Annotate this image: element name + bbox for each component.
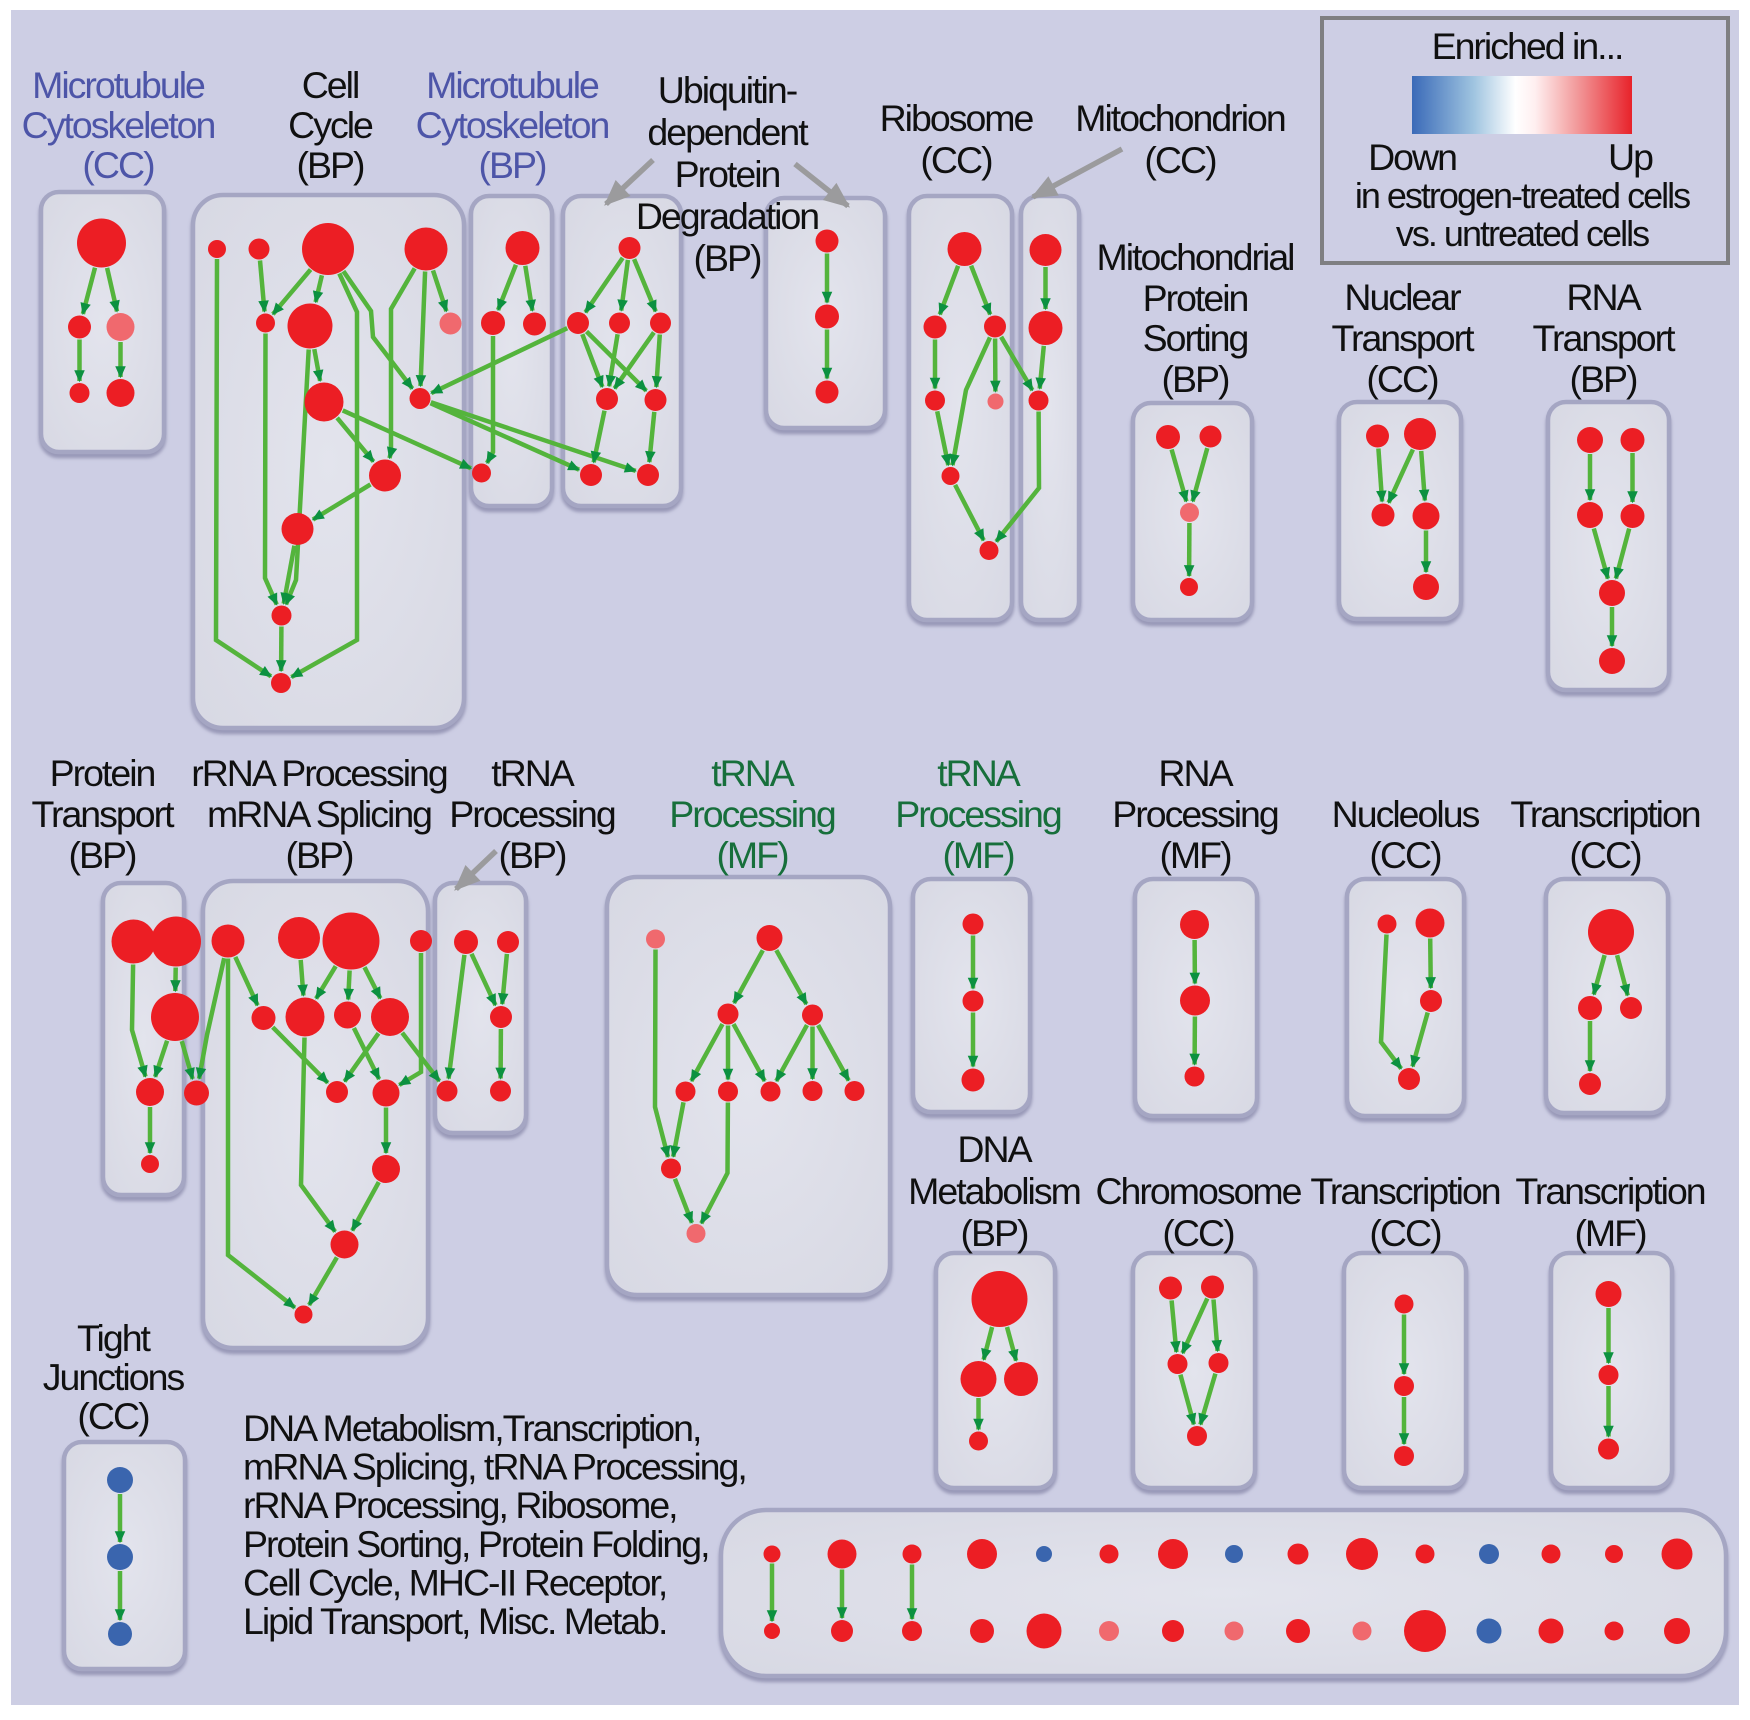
svg-text:mRNA Splicing, tRNA Processing: mRNA Splicing, tRNA Processing, <box>243 1446 746 1488</box>
svg-text:(CC): (CC) <box>1366 358 1438 400</box>
svg-text:(CC): (CC) <box>920 139 992 181</box>
svg-text:(CC): (CC) <box>1162 1212 1234 1254</box>
svg-text:rRNA Processing: rRNA Processing <box>191 752 447 794</box>
svg-text:(MF): (MF) <box>716 834 788 876</box>
svg-text:Up: Up <box>1608 136 1653 178</box>
svg-text:DNA: DNA <box>957 1128 1032 1170</box>
svg-text:DNA Metabolism,Transcription,: DNA Metabolism,Transcription, <box>243 1407 700 1449</box>
svg-text:Cell: Cell <box>302 64 359 106</box>
svg-text:Sorting: Sorting <box>1143 317 1248 359</box>
svg-text:(MF): (MF) <box>942 834 1014 876</box>
svg-text:Enriched in...: Enriched in... <box>1432 25 1623 67</box>
svg-text:mRNA Splicing: mRNA Splicing <box>207 793 431 835</box>
svg-text:(BP): (BP) <box>1162 358 1230 400</box>
svg-text:RNA: RNA <box>1566 276 1641 318</box>
svg-text:RNA: RNA <box>1158 752 1233 794</box>
svg-text:Degradation: Degradation <box>636 195 818 237</box>
svg-text:Cytoskeleton: Cytoskeleton <box>416 104 609 146</box>
svg-text:Transport: Transport <box>31 793 175 835</box>
svg-text:(CC): (CC) <box>1569 834 1641 876</box>
svg-text:Processing: Processing <box>449 793 615 835</box>
svg-text:Transport: Transport <box>1532 317 1676 359</box>
svg-text:Protein Sorting, Protein Foldi: Protein Sorting, Protein Folding, <box>243 1523 709 1565</box>
svg-text:Protein: Protein <box>675 153 780 195</box>
svg-text:(BP): (BP) <box>69 834 137 876</box>
svg-text:Ubiquitin-: Ubiquitin- <box>658 69 797 111</box>
svg-text:Cytoskeleton: Cytoskeleton <box>22 104 215 146</box>
svg-text:Chromosome: Chromosome <box>1095 1170 1301 1212</box>
svg-text:rRNA Processing, Ribosome,: rRNA Processing, Ribosome, <box>243 1484 677 1526</box>
svg-text:Microtubule: Microtubule <box>426 64 599 106</box>
svg-text:(CC): (CC) <box>1369 1212 1441 1254</box>
svg-text:(MF): (MF) <box>1159 834 1231 876</box>
svg-text:Microtubule: Microtubule <box>32 64 205 106</box>
svg-text:Protein: Protein <box>1143 277 1248 319</box>
svg-text:Ribosome: Ribosome <box>880 97 1034 139</box>
svg-text:Mitochondrial: Mitochondrial <box>1096 236 1293 278</box>
svg-text:tRNA: tRNA <box>711 752 795 794</box>
svg-text:Cell Cycle, MHC-II Receptor,: Cell Cycle, MHC-II Receptor, <box>243 1561 666 1603</box>
svg-text:(BP): (BP) <box>479 144 547 186</box>
svg-text:Nuclear: Nuclear <box>1344 276 1461 318</box>
svg-text:Tight: Tight <box>77 1317 152 1359</box>
svg-text:Down: Down <box>1368 136 1456 178</box>
svg-text:vs. untreated cells: vs. untreated cells <box>1396 213 1649 254</box>
svg-text:(BP): (BP) <box>499 834 567 876</box>
svg-text:(CC): (CC) <box>1369 834 1441 876</box>
svg-text:(MF): (MF) <box>1574 1212 1646 1254</box>
svg-text:(CC): (CC) <box>1144 139 1216 181</box>
svg-text:dependent: dependent <box>647 111 809 153</box>
svg-text:Lipid Transport, Misc. Metab.: Lipid Transport, Misc. Metab. <box>243 1600 666 1642</box>
svg-text:tRNA: tRNA <box>491 752 575 794</box>
svg-text:(BP): (BP) <box>297 144 365 186</box>
svg-text:Processing: Processing <box>669 793 835 835</box>
svg-text:Processing: Processing <box>1112 793 1278 835</box>
svg-text:Transcription: Transcription <box>1310 1170 1499 1212</box>
svg-text:tRNA: tRNA <box>937 752 1021 794</box>
svg-text:Transcription: Transcription <box>1515 1170 1704 1212</box>
svg-text:Junctions: Junctions <box>43 1356 185 1398</box>
svg-text:Transcription: Transcription <box>1510 793 1699 835</box>
svg-text:(BP): (BP) <box>694 237 762 279</box>
svg-text:(BP): (BP) <box>1570 358 1638 400</box>
svg-text:Protein: Protein <box>50 752 155 794</box>
svg-text:Mitochondrion: Mitochondrion <box>1075 97 1285 139</box>
svg-text:(CC): (CC) <box>82 144 154 186</box>
svg-text:in estrogen-treated cells: in estrogen-treated cells <box>1355 175 1690 216</box>
svg-text:(CC): (CC) <box>77 1395 149 1437</box>
svg-text:Nucleolus: Nucleolus <box>1332 793 1480 835</box>
svg-text:(BP): (BP) <box>286 834 354 876</box>
svg-text:Metabolism: Metabolism <box>908 1170 1080 1212</box>
svg-text:Cycle: Cycle <box>288 104 373 146</box>
svg-text:(BP): (BP) <box>961 1212 1029 1254</box>
svg-text:Transport: Transport <box>1331 317 1475 359</box>
svg-text:Processing: Processing <box>895 793 1061 835</box>
